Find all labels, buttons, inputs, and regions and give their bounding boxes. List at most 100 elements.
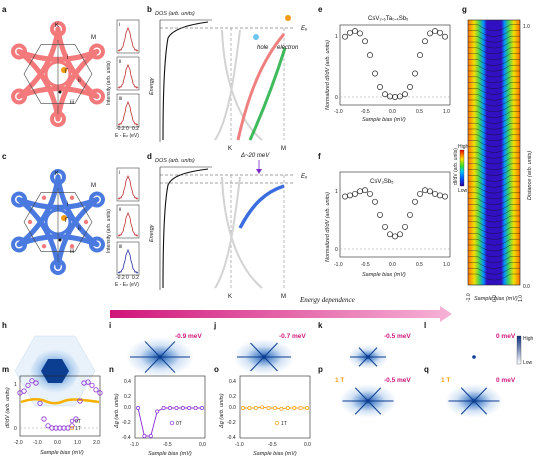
side-xlabel-c: E - Eₙ (eV) xyxy=(115,282,139,288)
data-point xyxy=(377,211,383,218)
data-point xyxy=(357,188,363,195)
data-point-0T xyxy=(53,425,59,431)
data-point xyxy=(442,193,448,200)
o-xtick-2: -0.5 xyxy=(268,442,277,448)
gap-marker xyxy=(27,219,33,225)
e-ylabel: Normalized dI/dV (arb. units) xyxy=(325,40,331,110)
data-point xyxy=(362,187,368,194)
b-K-label: K xyxy=(228,146,232,152)
qpi-q-energy: 0 meV xyxy=(496,377,516,384)
f-xtick-2: -0.5 xyxy=(361,262,370,268)
fs-band xyxy=(16,174,61,247)
spectrum-line xyxy=(468,192,520,199)
data-point xyxy=(422,187,428,194)
spectrum-line xyxy=(468,111,520,118)
series-point xyxy=(305,406,309,410)
bz-label-i-c: i xyxy=(67,202,68,208)
b-M-label: M xyxy=(281,146,286,152)
b-electron-label: electron xyxy=(277,45,299,51)
data-point xyxy=(432,28,438,35)
spectrum-line xyxy=(468,65,520,72)
e-xtick-5: 1.0 xyxy=(443,109,450,115)
m-xtick-1: -2.0 xyxy=(14,440,23,446)
data-point xyxy=(412,70,418,77)
qpi-ray xyxy=(250,356,265,372)
panel-label-o: o xyxy=(214,365,219,374)
qpi-ray xyxy=(263,356,278,372)
fs-band xyxy=(55,197,100,270)
e-xtick-1: -1.0 xyxy=(334,109,343,115)
data-point xyxy=(382,91,388,98)
spectrum-line xyxy=(468,146,520,153)
edc-curve xyxy=(117,211,139,237)
series-point xyxy=(298,406,303,410)
spectrum-line xyxy=(468,99,520,107)
d-ef-label: Eₒ xyxy=(301,174,308,180)
e-ytick-1: 1 xyxy=(335,34,338,40)
spectrum-line xyxy=(468,204,520,211)
series-point xyxy=(155,409,160,414)
panel-label-g: g xyxy=(462,5,467,14)
panel-m: 0T 1T 1 0 -2.0 -1.0 0.0 1.0 2.0 Sample b… xyxy=(5,375,103,456)
panel-label-n: n xyxy=(109,365,114,374)
e-ytick-0: 0 xyxy=(335,95,338,101)
d-energy-label: Energy xyxy=(149,223,155,242)
bz-label-ii-a: ii xyxy=(78,78,81,84)
side-xtick-a-2: 0 xyxy=(126,126,129,132)
data-point-0T xyxy=(93,387,99,393)
fs-lobe xyxy=(88,191,105,208)
spectrum-line xyxy=(468,175,520,182)
m-data-points xyxy=(17,378,103,431)
spectrum-line xyxy=(468,70,520,78)
n-xtick-2: -0.5 xyxy=(163,442,172,448)
m-xlabel: Sample bias (mV) xyxy=(40,450,84,456)
data-point xyxy=(427,30,433,37)
f-ytick-1: 1 xyxy=(335,189,338,195)
side-xtick-c-3: 0.2 xyxy=(132,275,139,281)
brillouin-zone xyxy=(23,44,93,104)
f-xtick-5: 1.0 xyxy=(443,262,450,268)
fs-lobe xyxy=(11,236,28,253)
edc-index: iii xyxy=(119,244,122,250)
series-point xyxy=(247,406,252,410)
qpi-p-field: 1 T xyxy=(335,377,344,384)
series-line xyxy=(137,407,202,437)
panel-label-k: k xyxy=(318,321,323,330)
spectrum-line xyxy=(468,41,520,49)
panel-label-h: h xyxy=(2,321,7,330)
spectrum-line xyxy=(468,152,520,159)
n-ytick-1: 0.4 xyxy=(124,379,131,385)
spectrum-line xyxy=(468,169,520,176)
gap-marker xyxy=(83,219,89,225)
panel-n: 0T 0.4 0.2 0.0 -0.2 -0.4 -1.0 -0.5 0.0 S… xyxy=(114,375,206,457)
spectrum-line xyxy=(468,163,520,170)
spectrum-line xyxy=(468,227,520,234)
series-point xyxy=(148,434,153,438)
qpi-ray xyxy=(250,342,265,358)
spectrum-line xyxy=(468,140,520,147)
qpi-j-energy: -0.7 meV xyxy=(279,333,306,340)
qpi-ray xyxy=(460,400,475,415)
f-xtick-4: 0.5 xyxy=(416,262,423,268)
data-point xyxy=(402,91,408,98)
fs-band xyxy=(55,26,100,99)
o-ytick-5: -0.4 xyxy=(227,435,236,441)
data-point xyxy=(397,231,403,238)
o-ytick-1: 0.4 xyxy=(229,379,236,385)
qpi-ray xyxy=(263,342,278,358)
qpi-ray xyxy=(367,400,382,415)
side-ylabel-a: Intensity (arb. units) xyxy=(106,61,112,105)
data-point xyxy=(427,188,433,195)
edc-curve xyxy=(117,174,139,200)
n-xtick-1: -1.0 xyxy=(130,442,139,448)
spectrum-line xyxy=(468,256,520,263)
spectrum-line xyxy=(468,117,520,124)
m-xtick-5: 2.0 xyxy=(93,440,100,446)
spectrum-line xyxy=(468,273,520,281)
spectrum-line xyxy=(468,215,520,223)
edc-frame xyxy=(116,204,140,239)
o-legend: 1T xyxy=(281,421,287,427)
spectrum-line xyxy=(468,157,520,165)
